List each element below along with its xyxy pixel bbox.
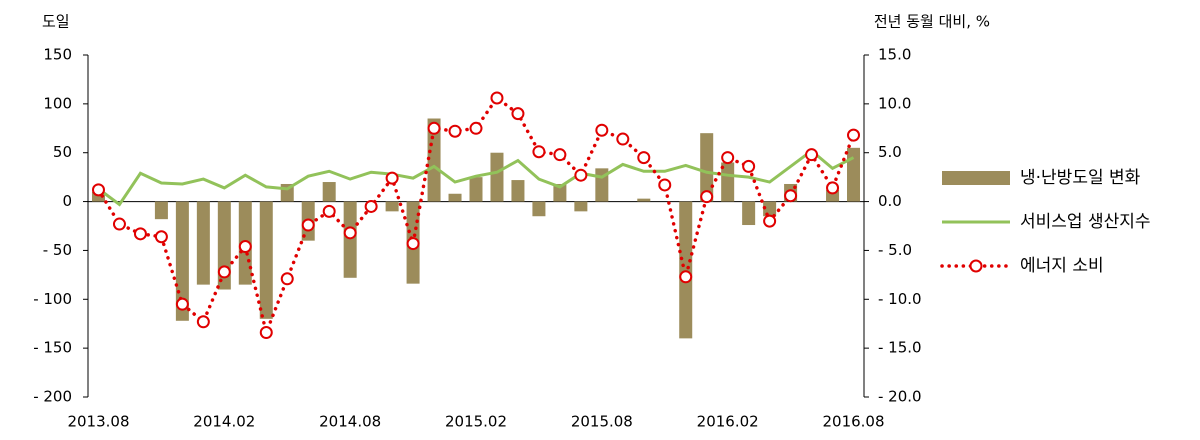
bar xyxy=(196,201,210,285)
bar xyxy=(511,180,525,202)
energy-marker xyxy=(700,190,714,204)
bar xyxy=(847,147,861,202)
bar xyxy=(637,198,651,202)
energy-marker xyxy=(343,226,357,240)
bar xyxy=(448,193,462,202)
y2-tick-label: 5.0 xyxy=(878,143,902,161)
energy-marker xyxy=(280,272,294,286)
y-tick-label: - 100 xyxy=(33,290,72,308)
bar xyxy=(343,201,357,278)
energy-marker xyxy=(637,151,651,165)
energy-marker xyxy=(511,107,525,121)
energy-marker xyxy=(406,237,420,251)
bar xyxy=(763,201,777,217)
x-tick-label: 2015.02 xyxy=(445,413,507,431)
energy-marker xyxy=(364,199,378,213)
y-axis-label: 도일 xyxy=(42,13,70,31)
bar xyxy=(385,201,399,212)
bar xyxy=(490,152,504,202)
y-tick-label: - 50 xyxy=(43,241,72,259)
x-tick-label: 2014.02 xyxy=(193,413,255,431)
bar xyxy=(679,201,693,339)
y-tick-label: - 150 xyxy=(33,339,72,357)
energy-marker xyxy=(448,124,462,138)
energy-marker xyxy=(154,230,168,244)
bar xyxy=(574,201,588,212)
y-tick-label: 150 xyxy=(43,46,72,64)
energy-marker xyxy=(385,171,399,185)
x-tick-label: 2015.08 xyxy=(571,413,633,431)
bar xyxy=(532,201,546,217)
y2-tick-label: 10.0 xyxy=(878,94,911,112)
legend-label: 냉·난방도일 변화 xyxy=(1020,168,1141,188)
y2-tick-label: - 10.0 xyxy=(878,290,922,308)
bar xyxy=(826,189,840,202)
y-tick-label: 0 xyxy=(62,192,72,210)
energy-marker xyxy=(742,159,756,173)
bar xyxy=(553,183,567,202)
bar xyxy=(742,201,756,226)
energy-marker xyxy=(91,183,105,197)
legend-label: 에너지 소비 xyxy=(1020,256,1104,276)
bar xyxy=(469,177,483,202)
legend-marker xyxy=(969,259,983,273)
y2-tick-label: - 15.0 xyxy=(878,339,922,357)
energy-marker xyxy=(679,270,693,284)
service-line xyxy=(97,148,855,207)
bar xyxy=(154,201,168,220)
y2-tick-label: - 20.0 xyxy=(878,388,922,406)
energy-marker xyxy=(469,121,483,135)
bar xyxy=(91,191,105,202)
x-tick-label: 2013.08 xyxy=(67,413,129,431)
energy-marker xyxy=(574,168,588,182)
y2-tick-label: 0.0 xyxy=(878,192,902,210)
energy-marker xyxy=(658,178,672,192)
energy-marker xyxy=(133,227,147,241)
energy-marker xyxy=(427,121,441,135)
energy-marker xyxy=(259,326,273,340)
energy-marker xyxy=(175,297,189,311)
energy-marker xyxy=(784,189,798,203)
energy-marker xyxy=(490,91,504,105)
energy-marker xyxy=(238,240,252,254)
x-tick-label: 2016.02 xyxy=(697,413,759,431)
bar xyxy=(700,133,714,202)
legend-swatch xyxy=(942,171,1010,185)
energy-marker xyxy=(805,148,819,162)
energy-marker xyxy=(322,204,336,218)
energy-marker xyxy=(763,214,777,228)
energy-marker xyxy=(553,148,567,162)
energy-marker xyxy=(217,265,231,279)
x-tick-label: 2016.08 xyxy=(822,413,884,431)
energy-marker xyxy=(616,132,630,146)
legend-label: 서비스업 생산지수 xyxy=(1020,212,1151,232)
bar xyxy=(427,118,441,202)
bar xyxy=(322,182,336,202)
y2-axis-label: 전년 동월 대비, % xyxy=(874,13,990,31)
y2-tick-label: 15.0 xyxy=(878,46,911,64)
y-tick-label: 50 xyxy=(53,143,72,161)
energy-marker xyxy=(595,123,609,137)
y2-tick-label: - 5.0 xyxy=(878,241,912,259)
energy-marker xyxy=(847,128,861,142)
x-tick-label: 2014.08 xyxy=(319,413,381,431)
y-tick-label: 100 xyxy=(43,94,72,112)
bar xyxy=(721,162,735,202)
energy-marker xyxy=(826,181,840,195)
energy-marker xyxy=(721,151,735,165)
energy-marker xyxy=(301,218,315,232)
y-tick-label: - 200 xyxy=(33,388,72,406)
energy-marker xyxy=(532,145,546,159)
energy-marker xyxy=(196,315,210,329)
bar xyxy=(259,201,273,319)
energy-marker xyxy=(112,217,126,231)
